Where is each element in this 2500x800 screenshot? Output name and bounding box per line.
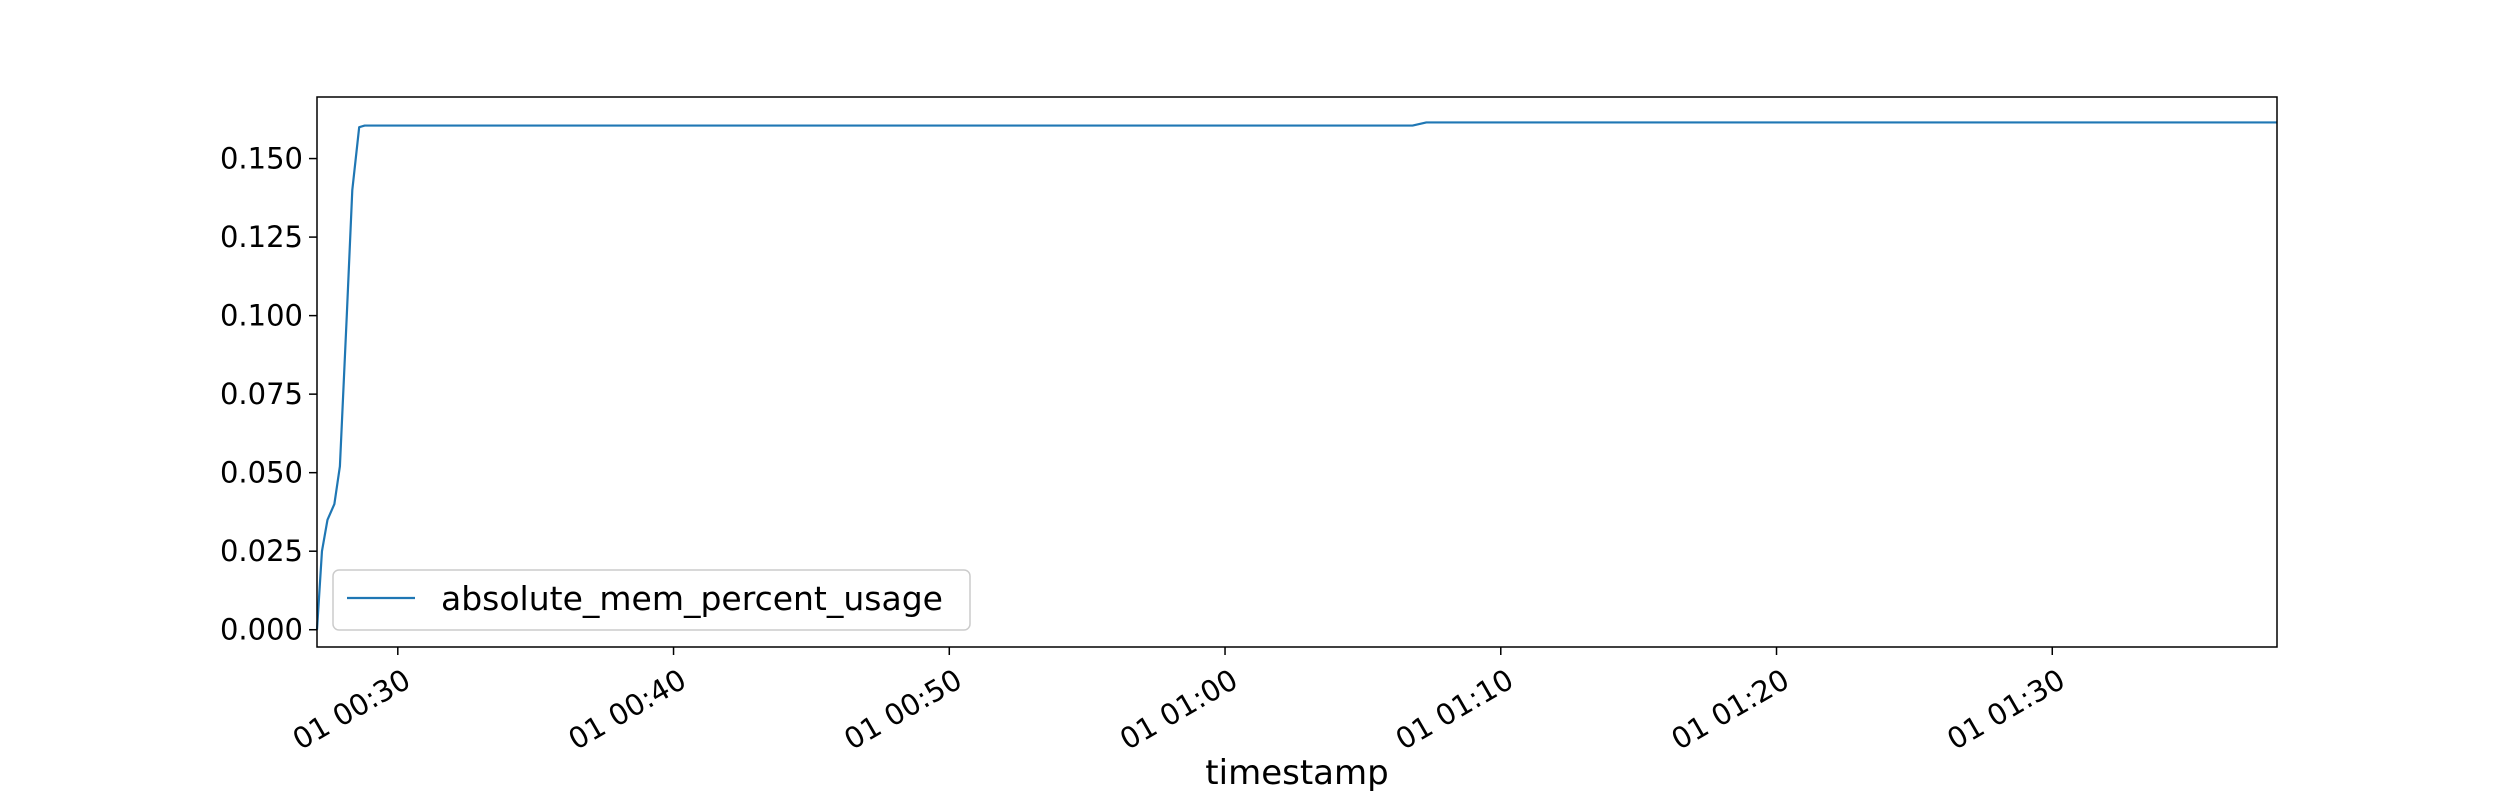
legend: absolute_mem_percent_usage <box>332 569 971 631</box>
legend-box <box>332 569 971 631</box>
axes-frame <box>316 96 2278 648</box>
y-tick-label: 0.125 <box>220 220 303 254</box>
y-tick-label: 0.025 <box>220 534 303 568</box>
y-tick-label: 0.100 <box>220 299 303 333</box>
y-tick-label: 0.000 <box>220 613 303 647</box>
y-axis: 0.000 0.025 0.050 0.075 0.100 0.125 0.150 <box>220 142 317 647</box>
plot-area <box>315 121 2277 630</box>
series-line-absolute-mem-percent-usage <box>315 121 2277 630</box>
y-tick-label: 0.075 <box>220 377 303 411</box>
y-tick-label: 0.150 <box>220 142 303 176</box>
y-tick-label: 0.050 <box>220 456 303 490</box>
x-axis-label: timestamp <box>1205 753 1388 793</box>
legend-label: absolute_mem_percent_usage <box>441 579 943 618</box>
